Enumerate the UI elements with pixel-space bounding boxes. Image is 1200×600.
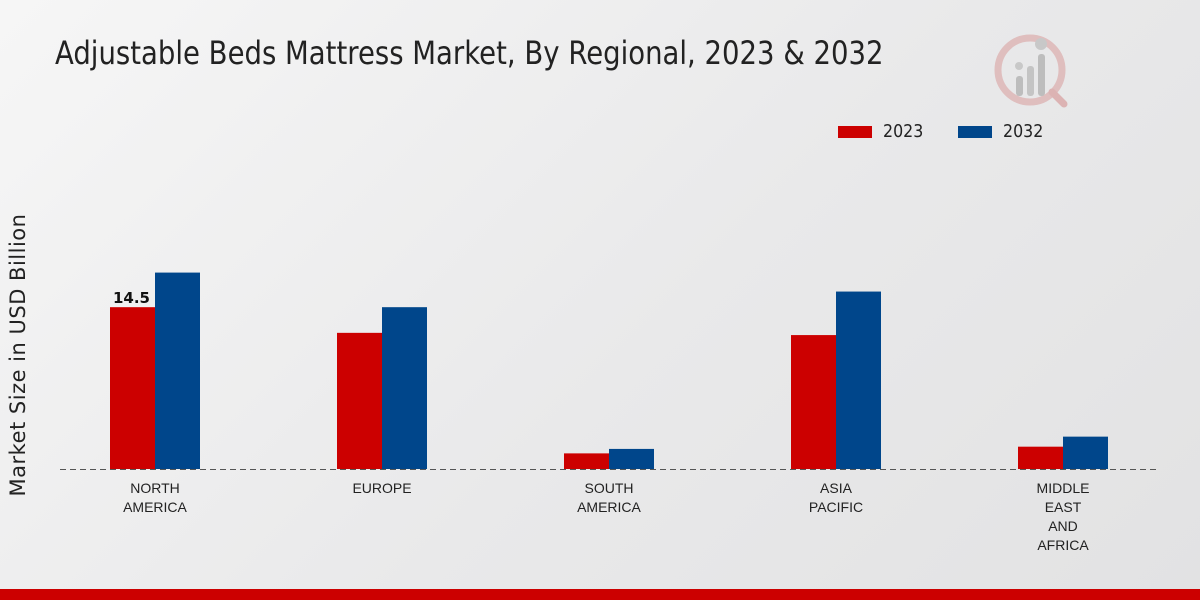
x-tick-label-3: ASIA PACIFIC <box>809 480 863 515</box>
legend-item-2023: 2023 <box>838 121 929 142</box>
bar-2032-2 <box>609 448 654 469</box>
bar-2023-3 <box>791 335 836 469</box>
legend-swatch-2032 <box>958 125 992 138</box>
footer-bar <box>0 589 1200 600</box>
bar-2023-4 <box>1018 446 1063 469</box>
x-tick-label-0: NORTH AMERICA <box>123 480 187 515</box>
chart-title: Adjustable Beds Mattress Market, By Regi… <box>55 34 884 72</box>
legend-label-2023: 2023 <box>883 121 924 142</box>
x-tick-label-2: SOUTH AMERICA <box>577 480 641 515</box>
legend-swatch-2023 <box>838 125 872 138</box>
legend-label-2032: 2032 <box>1003 121 1044 142</box>
bar-2023-2 <box>564 453 609 469</box>
bar-2032-1 <box>382 307 427 469</box>
x-tick-label-1: EUROPE <box>352 480 411 496</box>
bar-2032-0 <box>155 272 200 469</box>
data-label-0: 14.5 <box>113 289 150 307</box>
legend-item-2032: 2032 <box>958 121 1049 142</box>
bar-2032-4 <box>1063 436 1108 469</box>
brand-logo-icon <box>994 34 1068 108</box>
bar-2032-3 <box>836 291 881 469</box>
x-tick-label-4: MIDDLE EAST AND AFRICA <box>1037 480 1090 553</box>
bar-2023-0 <box>110 307 155 469</box>
bar-2023-1 <box>337 332 382 469</box>
